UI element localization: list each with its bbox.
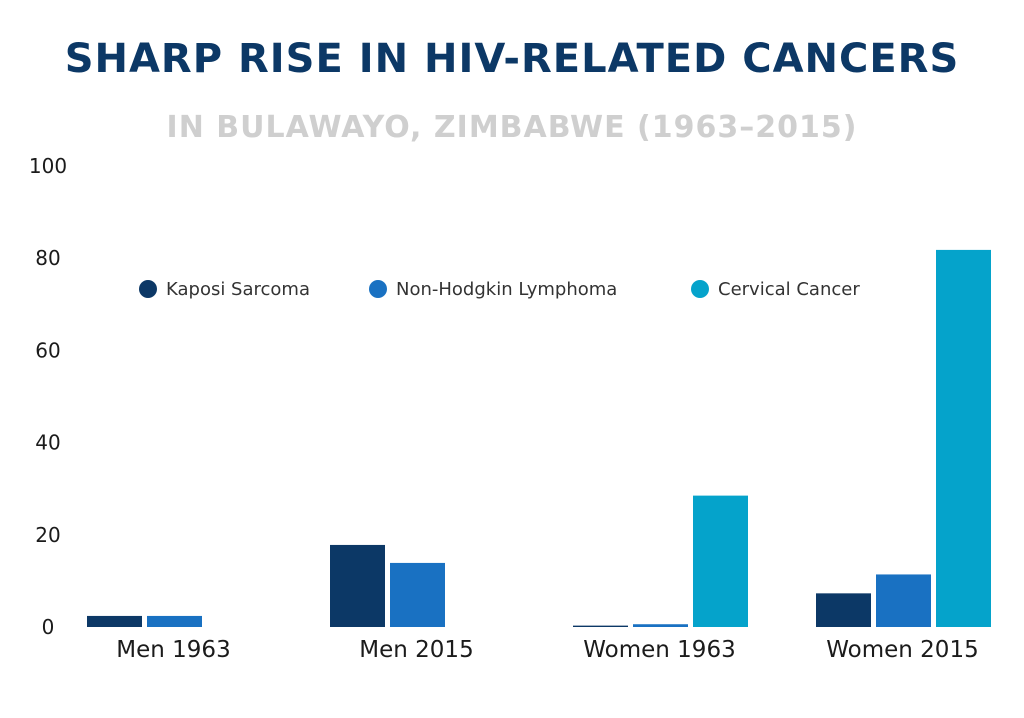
bar-0-2: [573, 625, 628, 627]
y-tick-label: 40: [35, 431, 60, 455]
legend-marker: [139, 280, 157, 298]
bar-2-3: [936, 249, 991, 628]
bar-1-1: [390, 562, 445, 627]
category-label: Women 1963: [583, 637, 735, 663]
category-label: Men 2015: [359, 637, 473, 663]
legend-marker: [369, 280, 387, 298]
category-label: Women 2015: [826, 637, 978, 663]
y-tick-label: 100: [29, 154, 67, 178]
bar-1-3: [876, 574, 931, 627]
bar-1-0: [147, 615, 202, 627]
bar-0-0: [87, 615, 142, 627]
legend-label: Non-Hodgkin Lymphoma: [396, 279, 617, 300]
bar-0-1: [330, 544, 385, 627]
bar-1-2: [633, 624, 688, 627]
y-tick-label: 60: [35, 338, 60, 362]
y-tick-label: 20: [35, 523, 60, 547]
bar-0-3: [816, 593, 871, 627]
legend-marker: [691, 280, 709, 298]
legend-label: Cervical Cancer: [718, 279, 860, 300]
bar-2-2: [693, 495, 748, 627]
chart-title: SHARP RISE IN HIV-RELATED CANCERS: [64, 36, 960, 82]
y-tick-label: 0: [42, 615, 55, 639]
chart-subtitle: IN BULAWAYO, ZIMBABWE (1963–2015): [166, 110, 858, 145]
y-tick-label: 80: [35, 246, 60, 270]
legend-label: Kaposi Sarcoma: [166, 279, 310, 300]
category-label: Men 1963: [116, 637, 230, 663]
